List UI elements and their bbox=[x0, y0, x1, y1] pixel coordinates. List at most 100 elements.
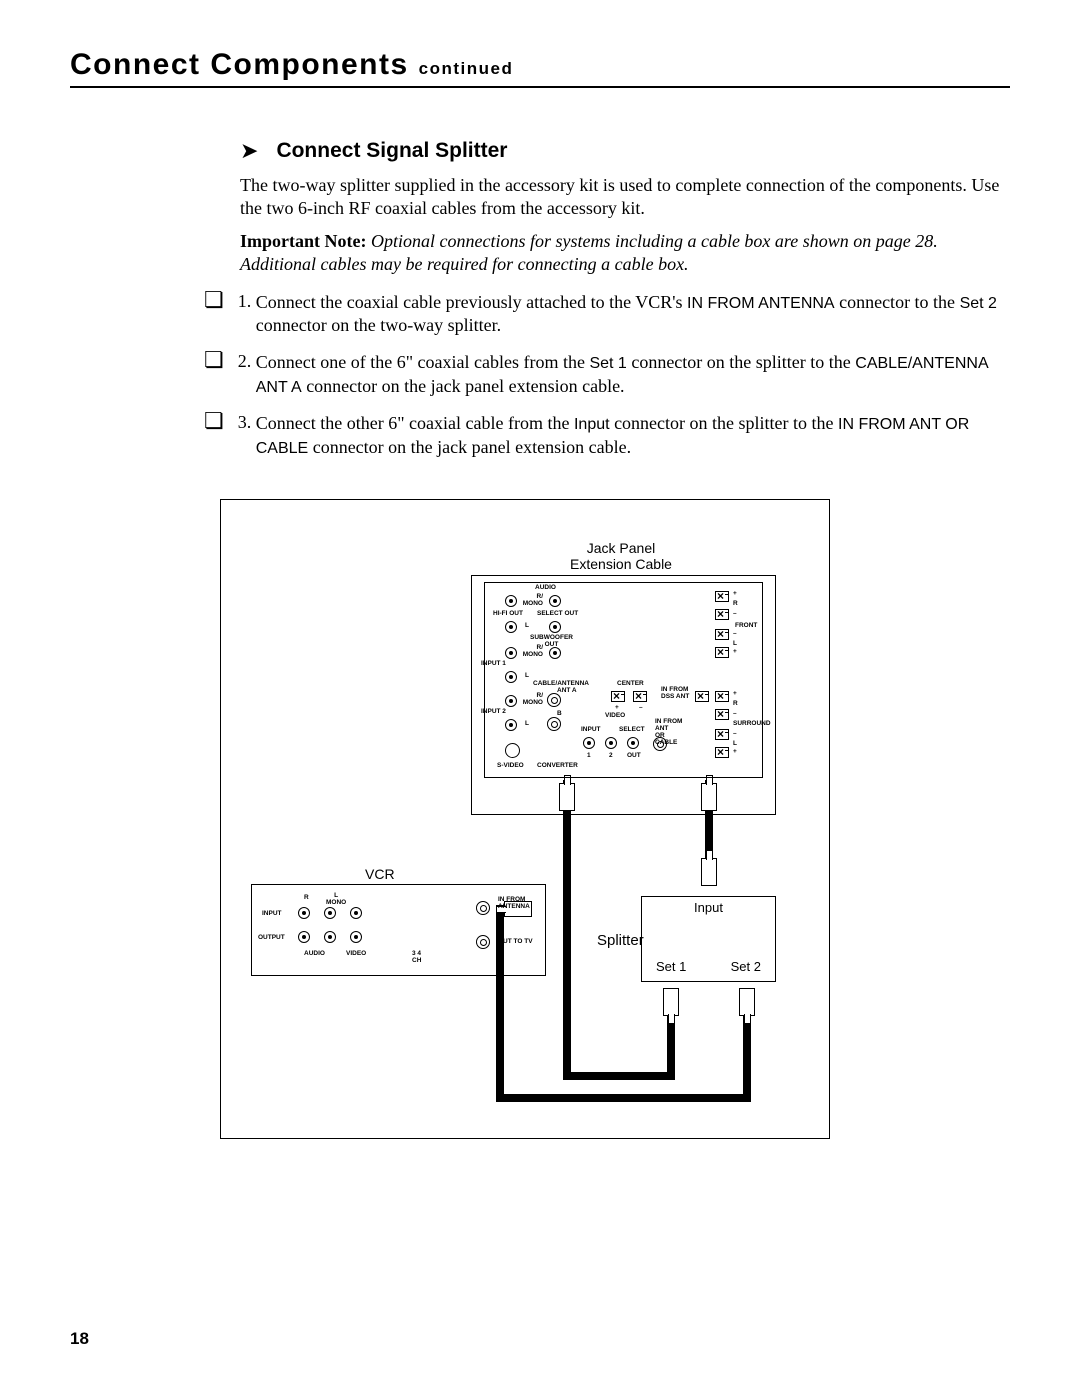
label: INPUT 1 bbox=[481, 661, 506, 668]
step-number: 2. bbox=[238, 351, 256, 398]
speaker-terminal bbox=[633, 691, 647, 702]
f-connector bbox=[547, 717, 561, 731]
label: OUT bbox=[627, 753, 641, 760]
label: OUTPUT bbox=[258, 935, 285, 942]
rca-jack bbox=[627, 737, 639, 749]
jack-panel-label: Jack Panel Extension Cable bbox=[561, 540, 681, 572]
step-2: ❏ 2. Connect one of the 6" coaxial cable… bbox=[204, 351, 1010, 398]
label: SELECT OUT bbox=[537, 611, 578, 618]
label: + bbox=[615, 705, 619, 712]
speaker-terminal bbox=[715, 647, 729, 658]
page-number: 18 bbox=[70, 1329, 89, 1349]
label: – bbox=[639, 705, 643, 712]
cable-plug bbox=[701, 858, 717, 886]
label: R/ MONO bbox=[521, 693, 543, 707]
speaker-terminal bbox=[695, 691, 709, 702]
label: FRONT bbox=[735, 623, 757, 630]
label: L bbox=[525, 721, 529, 728]
label: R bbox=[733, 701, 738, 708]
label: R bbox=[304, 895, 309, 902]
label: S-VIDEO bbox=[497, 763, 524, 770]
rca-jack bbox=[505, 719, 517, 731]
checkbox-icon: ❏ bbox=[204, 351, 224, 369]
label: CONVERTER bbox=[537, 763, 578, 770]
rca-jack bbox=[350, 931, 362, 943]
label: L MONO bbox=[326, 893, 346, 907]
rca-jack bbox=[549, 595, 561, 607]
label: L bbox=[733, 641, 737, 648]
steps-list: ❏ 1. Connect the coaxial cable previousl… bbox=[204, 291, 1010, 459]
f-connector bbox=[476, 935, 490, 949]
label: INPUT bbox=[262, 911, 282, 918]
step-text: Connect the coaxial cable previously att… bbox=[256, 291, 1010, 338]
rca-jack bbox=[324, 931, 336, 943]
label: 3 4 CH bbox=[412, 951, 421, 965]
label: R bbox=[733, 601, 738, 608]
vcr-label: VCR bbox=[365, 866, 395, 882]
f-connector bbox=[653, 737, 667, 751]
step-1: ❏ 1. Connect the coaxial cable previousl… bbox=[204, 291, 1010, 338]
cable bbox=[563, 1072, 667, 1080]
rca-jack bbox=[324, 907, 336, 919]
step-text: Connect one of the 6" coaxial cables fro… bbox=[256, 351, 1010, 398]
svideo-jack bbox=[505, 743, 520, 758]
arrow-right-icon: ➤ bbox=[240, 138, 258, 164]
rca-jack bbox=[605, 737, 617, 749]
checkbox-icon: ❏ bbox=[204, 412, 224, 430]
splitter-panel: Input Set 1 Set 2 bbox=[641, 896, 776, 982]
label: – bbox=[733, 631, 737, 638]
page-title-continued: continued bbox=[419, 59, 514, 78]
label: SURROUND bbox=[733, 721, 771, 728]
label: ANTENNA bbox=[498, 904, 530, 911]
label: INPUT 2 bbox=[481, 709, 506, 716]
rca-jack bbox=[298, 907, 310, 919]
section-heading: Connect Signal Splitter bbox=[276, 139, 507, 163]
speaker-terminal bbox=[715, 709, 729, 720]
rca-jack bbox=[505, 647, 517, 659]
f-connector bbox=[476, 901, 490, 915]
jack-panel: AUDIO R/ MONO HI-FI OUT SELECT OUT L SUB… bbox=[471, 575, 776, 815]
label: + bbox=[733, 591, 737, 598]
label: B bbox=[557, 711, 562, 718]
label: + bbox=[733, 691, 737, 698]
label: IN FROM DSS ANT bbox=[661, 687, 689, 701]
section-heading-row: ➤ Connect Signal Splitter bbox=[240, 138, 1010, 164]
label: Set 2 bbox=[731, 960, 761, 975]
cable-plug bbox=[663, 988, 679, 1016]
rca-jack bbox=[505, 671, 517, 683]
cable-plug bbox=[739, 988, 755, 1016]
label: AUDIO bbox=[535, 585, 556, 592]
label: SELECT bbox=[619, 727, 645, 734]
content: ➤ Connect Signal Splitter The two-way sp… bbox=[240, 138, 1010, 1139]
rca-jack bbox=[505, 595, 517, 607]
rca-jack bbox=[298, 931, 310, 943]
jack-panel-inner: AUDIO R/ MONO HI-FI OUT SELECT OUT L SUB… bbox=[484, 582, 763, 778]
label: 1 bbox=[587, 753, 591, 760]
speaker-terminal bbox=[715, 691, 729, 702]
important-note: Important Note: Optional connections for… bbox=[240, 230, 1010, 277]
rca-jack bbox=[583, 737, 595, 749]
label: Set 1 bbox=[656, 960, 686, 975]
speaker-terminal bbox=[715, 747, 729, 758]
page-title: Connect Components bbox=[70, 48, 409, 81]
label: + bbox=[733, 749, 737, 756]
speaker-terminal bbox=[611, 691, 625, 702]
speaker-terminal bbox=[715, 629, 729, 640]
label: – bbox=[733, 731, 737, 738]
speaker-terminal bbox=[715, 591, 729, 602]
label: OUT TO TV bbox=[498, 939, 533, 946]
intro-paragraph: The two-way splitter supplied in the acc… bbox=[240, 174, 1010, 220]
label: 2 bbox=[609, 753, 613, 760]
label: – bbox=[733, 711, 737, 718]
label: ANT A bbox=[557, 688, 577, 695]
speaker-terminal bbox=[715, 729, 729, 740]
label: + bbox=[733, 649, 737, 656]
wiring-diagram: Jack Panel Extension Cable AUDIO R/ MONO… bbox=[220, 499, 830, 1139]
vcr-panel: R L MONO INPUT OUTPUT AUDIO VIDEO 3 4 CH… bbox=[251, 884, 546, 976]
page-title-row: Connect Components continued bbox=[70, 48, 1010, 88]
note-label: Important Note: bbox=[240, 231, 366, 251]
cable bbox=[496, 1094, 751, 1102]
label: INPUT bbox=[581, 727, 601, 734]
rca-jack bbox=[505, 695, 517, 707]
label: L bbox=[525, 623, 529, 630]
